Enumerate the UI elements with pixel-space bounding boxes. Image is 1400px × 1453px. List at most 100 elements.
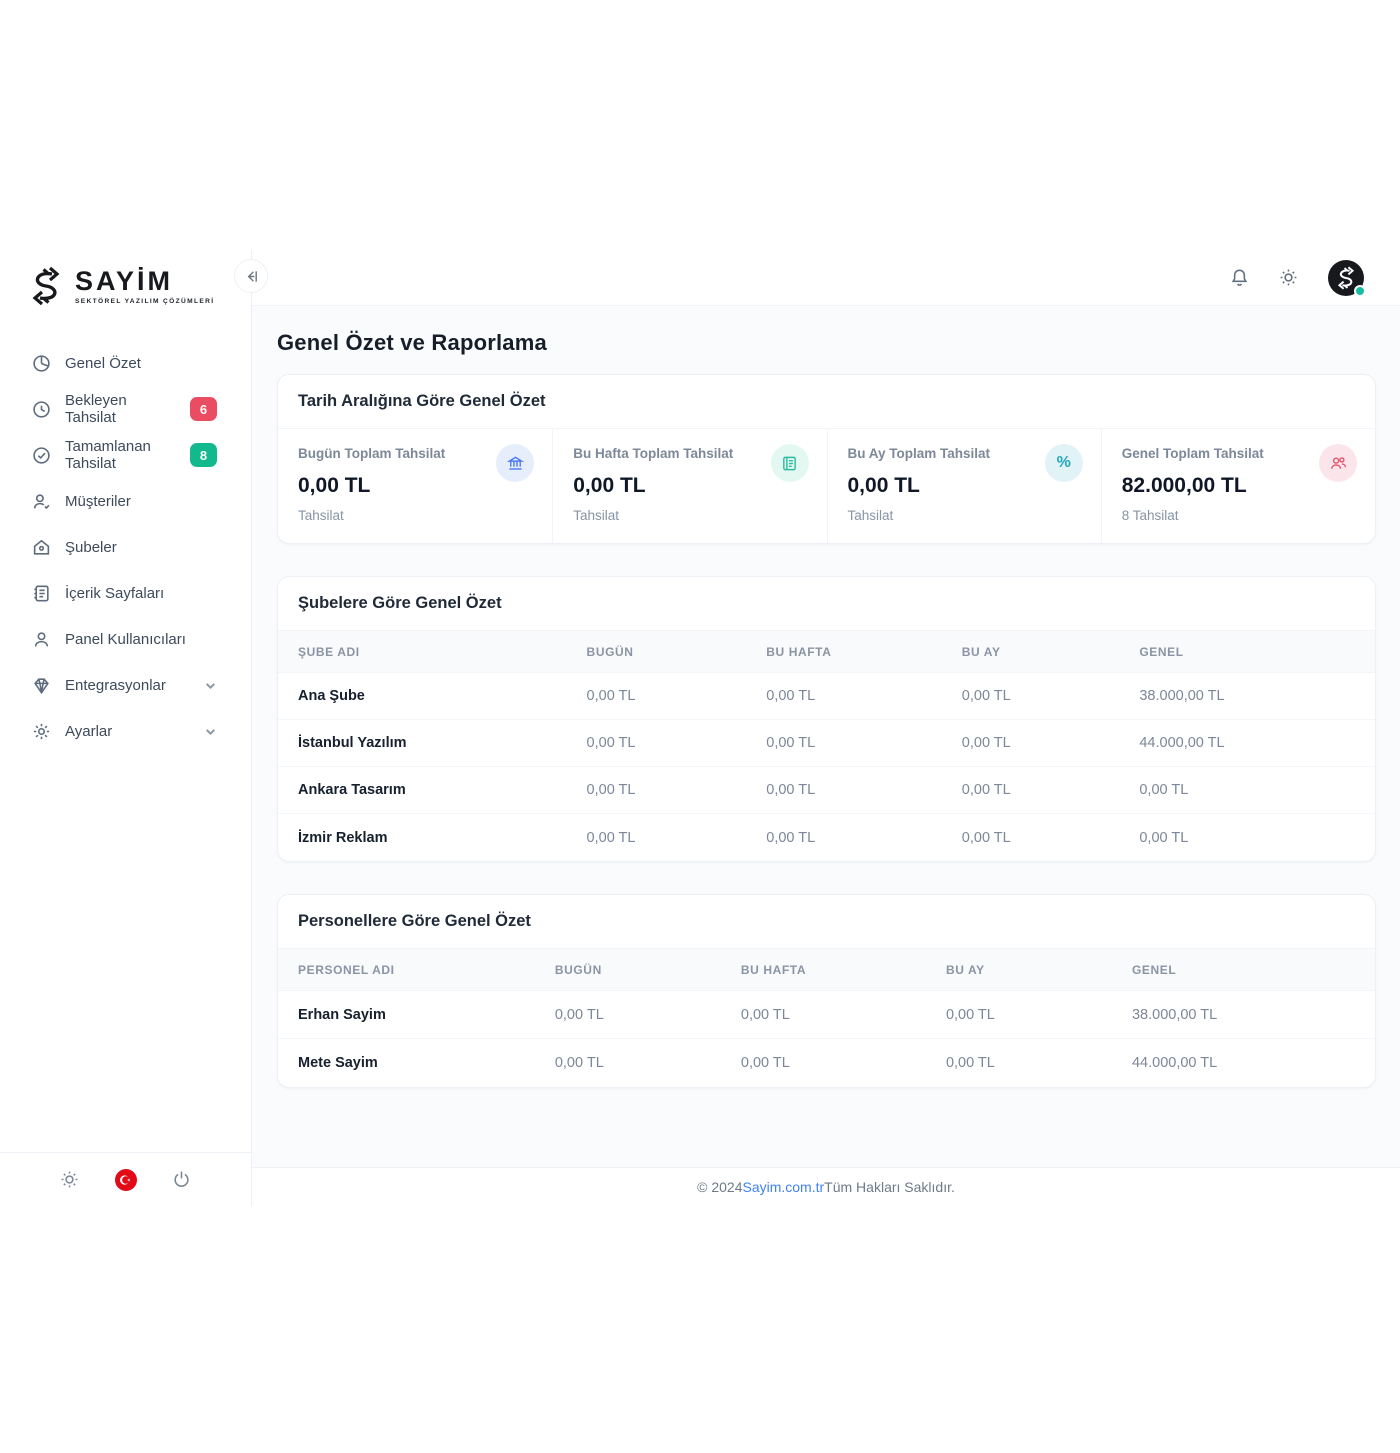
user-icon xyxy=(34,631,49,646)
card-title: Şubelere Göre Genel Özet xyxy=(278,577,1375,631)
cell-value: 38.000,00 TL xyxy=(1139,688,1225,704)
table-header: PERSONEL ADI BUGÜN BU HAFTA BU AY GENEL xyxy=(278,949,1375,991)
pie-chart-icon xyxy=(33,354,50,372)
sidebar-item-subeler[interactable]: Şubeler xyxy=(0,524,251,570)
app-window: SAYİM SEKTÖREL YAZILIM ÇÖZÜMLERİ Genel Ö… xyxy=(0,250,1400,1206)
stats-row: Bugün Toplam Tahsilat 0,00 TL Tahsilat B… xyxy=(278,429,1375,543)
sidebar-item-icerik-sayfalari[interactable]: İçerik Sayfaları xyxy=(0,570,251,616)
stat-sub: Tahsilat xyxy=(573,508,620,523)
cell-value: 0,00 TL xyxy=(945,1006,995,1023)
sidebar-item-label: Tamamlanan Tahsilat xyxy=(65,438,151,472)
stat-value: 0,00 TL xyxy=(298,474,371,497)
page-footer: © 2024 Sayim.com.tr Tüm Hakları Saklıdır… xyxy=(252,1167,1400,1206)
topbar xyxy=(252,250,1400,306)
cell-value: 0,00 TL xyxy=(945,1055,995,1071)
card-title: Personellere Göre Genel Özet xyxy=(278,895,1375,949)
main-content: Genel Özet ve Raporlama Tarih Aralığına … xyxy=(252,306,1400,1167)
column-header: BU HAFTA xyxy=(766,644,832,659)
stat-label: Bu Hafta Toplam Tahsilat xyxy=(573,446,734,461)
completed-count-badge: 8 xyxy=(190,443,217,467)
bank-icon xyxy=(496,444,535,482)
cell-value: 0,00 TL xyxy=(586,829,636,846)
content-column: Genel Özet ve Raporlama Tarih Aralığına … xyxy=(252,250,1400,1206)
personnel-name: Erhan Sayim xyxy=(298,1006,386,1023)
sidebar-item-label: Bekleyen Tahsilat xyxy=(65,392,127,426)
sidebar-item-bekleyen-tahsilat[interactable]: Bekleyen Tahsilat 6 xyxy=(0,386,251,432)
rights-text: Tüm Hakları Saklıdır. xyxy=(824,1179,955,1195)
table-row: Erhan Sayim 0,00 TL 0,00 TL 0,00 TL 38.0… xyxy=(278,991,1375,1039)
users-icon xyxy=(1319,444,1357,482)
cell-value: 0,00 TL xyxy=(961,829,1011,846)
cell-value: 0,00 TL xyxy=(740,1006,790,1023)
sayim-link[interactable]: Sayim.com.tr xyxy=(742,1179,825,1195)
cell-value: 0,00 TL xyxy=(766,782,816,798)
collapse-arrow-icon xyxy=(247,270,257,282)
cell-value: 44.000,00 TL xyxy=(1131,1055,1218,1071)
gear-icon xyxy=(33,723,50,739)
brand-logo[interactable]: SAYİM SEKTÖREL YAZILIM ÇÖZÜMLERİ xyxy=(0,250,251,314)
stat-sub: Tahsilat xyxy=(847,508,894,523)
sidebar-footer xyxy=(0,1152,251,1206)
table-row: Ana Şube 0,00 TL 0,00 TL 0,00 TL 38.000,… xyxy=(278,673,1375,720)
cell-value: 0,00 TL xyxy=(1139,829,1189,846)
cell-value: 38.000,00 TL xyxy=(1131,1006,1218,1023)
chevron-down-icon xyxy=(206,682,215,689)
notebook-icon xyxy=(34,585,49,601)
stat-this-week: Bu Hafta Toplam Tahsilat 0,00 TL Tahsila… xyxy=(552,429,826,543)
cell-value: 0,00 TL xyxy=(766,688,816,704)
cell-value: 0,00 TL xyxy=(554,1006,604,1023)
sayim-logo-avatar-icon xyxy=(1338,265,1354,290)
stat-sub: 8 Tahsilat xyxy=(1121,508,1179,523)
sidebar-item-label: Genel Özet xyxy=(65,354,141,372)
copyright-text: © 2024 xyxy=(697,1179,743,1195)
brand-name: SAYİM xyxy=(75,265,174,296)
column-header: GENEL xyxy=(1131,962,1177,977)
stat-this-month: Bu Ay Toplam Tahsilat % 0,00 TL Tahsilat xyxy=(826,429,1101,543)
sidebar-item-label: Entegrasyonlar xyxy=(65,676,166,694)
cell-value: 44.000,00 TL xyxy=(1139,735,1225,751)
cell-value: 0,00 TL xyxy=(586,735,636,751)
sidebar-item-tamamlanan-tahsilat[interactable]: Tamamlanan Tahsilat 8 xyxy=(0,432,251,478)
sidebar-collapse-button[interactable] xyxy=(234,259,268,293)
cell-value: 0,00 TL xyxy=(1139,782,1189,798)
online-status-dot xyxy=(1354,284,1366,297)
column-header: GENEL xyxy=(1139,644,1184,659)
brand-tagline: SEKTÖREL YAZILIM ÇÖZÜMLERİ xyxy=(75,297,215,305)
cell-value: 0,00 TL xyxy=(554,1055,604,1071)
branch-name: Ankara Tasarım xyxy=(298,782,406,798)
theme-sun-icon[interactable] xyxy=(1279,268,1298,287)
store-icon xyxy=(33,539,50,555)
sidebar-item-ayarlar[interactable]: Ayarlar xyxy=(0,708,251,754)
sidebar-item-musteriler[interactable]: Müşteriler xyxy=(0,478,251,524)
user-check-icon xyxy=(33,493,50,509)
cell-value: 0,00 TL xyxy=(586,688,636,704)
sidebar-item-label: Müşteriler xyxy=(65,492,131,510)
notebook-icon xyxy=(770,444,809,482)
sidebar-item-panel-kullanicilari[interactable]: Panel Kullanıcıları xyxy=(0,616,251,662)
page-title: Genel Özet ve Raporlama xyxy=(277,330,547,355)
column-header: ŞUBE ADI xyxy=(298,644,360,659)
sun-icon[interactable] xyxy=(60,1170,79,1189)
column-header: BUGÜN xyxy=(586,644,634,659)
sidebar-item-label: Panel Kullanıcıları xyxy=(65,630,186,648)
stat-today: Bugün Toplam Tahsilat 0,00 TL Tahsilat xyxy=(278,429,552,543)
stat-value: 0,00 TL xyxy=(847,474,920,497)
sidebar-item-label: Ayarlar xyxy=(65,722,113,740)
chevron-down-icon xyxy=(206,728,215,735)
power-icon[interactable] xyxy=(172,1170,191,1189)
sidebar-item-genel-ozet[interactable]: Genel Özet xyxy=(0,340,251,386)
branch-name: İstanbul Yazılım xyxy=(298,735,407,751)
column-header: BU AY xyxy=(961,644,1001,659)
turkish-flag-icon[interactable] xyxy=(114,1168,137,1191)
column-header: BU AY xyxy=(945,962,985,977)
table-header: ŞUBE ADI BUGÜN BU HAFTA BU AY GENEL xyxy=(278,631,1375,673)
pending-count-badge: 6 xyxy=(190,397,217,421)
bell-icon[interactable] xyxy=(1230,268,1249,287)
user-avatar[interactable] xyxy=(1328,259,1366,297)
sidebar-item-entegrasyonlar[interactable]: Entegrasyonlar xyxy=(0,662,251,708)
percent-icon: % xyxy=(1044,444,1083,482)
date-range-summary-card: Tarih Aralığına Göre Genel Özet Bugün To… xyxy=(277,374,1376,544)
stat-sub: Tahsilat xyxy=(298,508,344,523)
stat-label: Genel Toplam Tahsilat xyxy=(1121,446,1264,461)
sidebar-nav: Genel Özet Bekleyen Tahsilat 6 Tamamlana… xyxy=(0,340,251,1152)
